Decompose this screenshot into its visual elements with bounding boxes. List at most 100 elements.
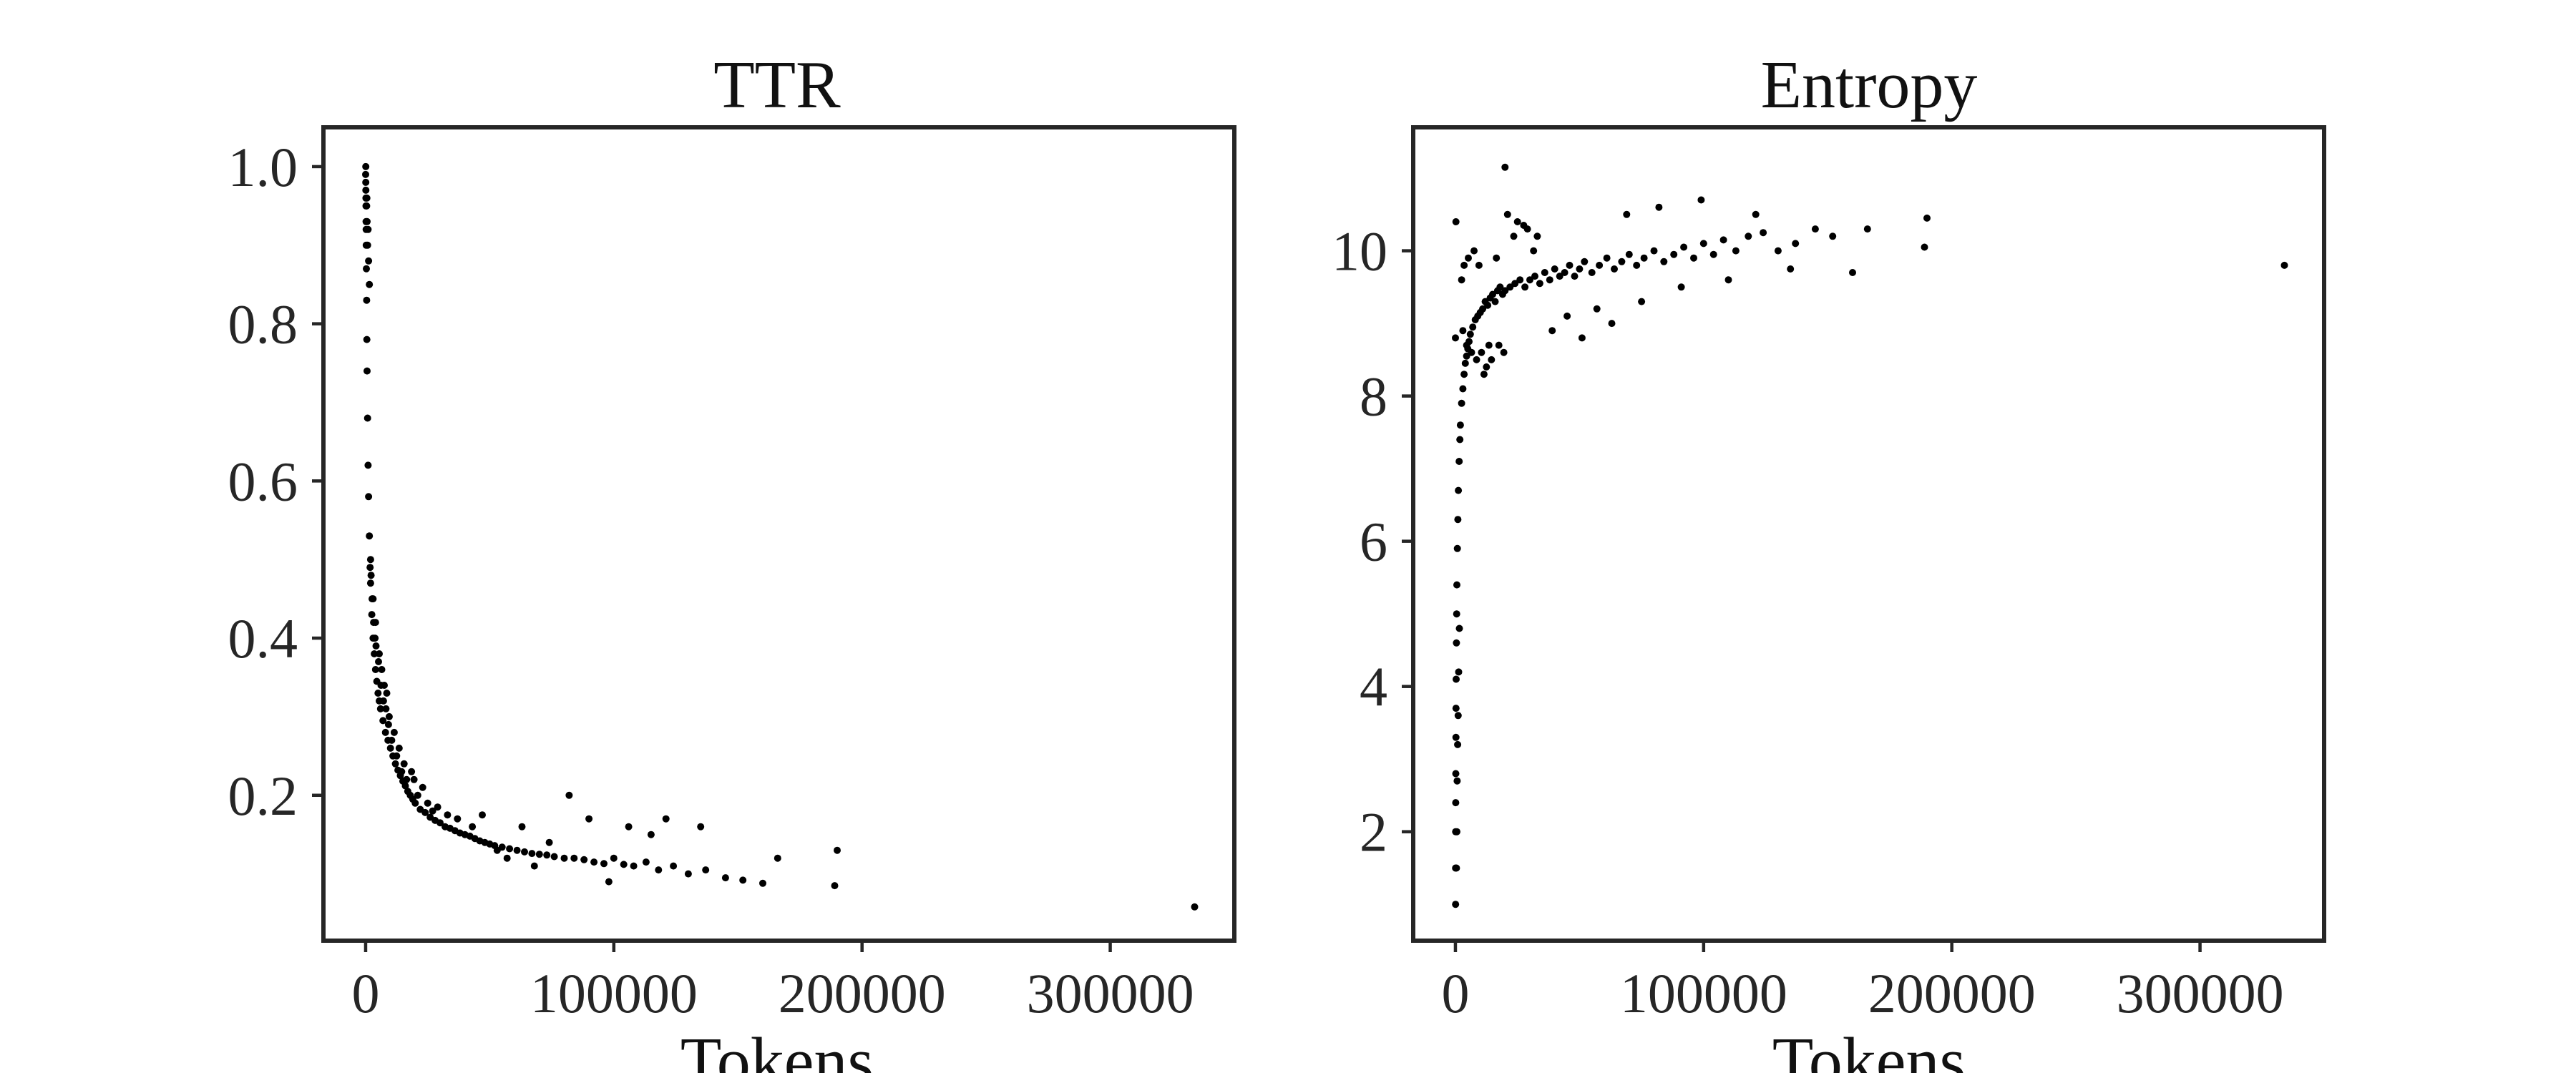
entropy-point bbox=[1485, 341, 1493, 349]
ttr-point bbox=[414, 791, 421, 799]
entropy-point bbox=[1458, 276, 1465, 284]
ttr-x-tick-label: 100000 bbox=[530, 962, 698, 1024]
entropy-point bbox=[1863, 225, 1871, 233]
ttr-point bbox=[390, 728, 398, 736]
ttr-point bbox=[385, 712, 393, 720]
ttr-point bbox=[388, 736, 396, 744]
entropy-point bbox=[1452, 705, 1460, 712]
entropy-panel: Entropy 0 100000 200000 300000 2 4 6 8 10 Token… bbox=[1332, 48, 2326, 1073]
ttr-point bbox=[372, 642, 380, 650]
ttr-point bbox=[384, 720, 392, 728]
entropy-point bbox=[1752, 210, 1760, 218]
entropy-point bbox=[1468, 348, 1475, 356]
ttr-point bbox=[759, 879, 766, 887]
ttr-point bbox=[535, 851, 543, 858]
entropy-point bbox=[1530, 247, 1538, 255]
ttr-point bbox=[391, 760, 399, 768]
ttr-point bbox=[662, 815, 670, 823]
entropy-point bbox=[1459, 385, 1467, 393]
ttr-point bbox=[565, 791, 573, 799]
entropy-point bbox=[1455, 624, 1463, 632]
entropy-point bbox=[1724, 276, 1732, 284]
entropy-point bbox=[1453, 864, 1460, 872]
ttr-point bbox=[364, 461, 372, 469]
entropy-point bbox=[1454, 712, 1462, 720]
ttr-point bbox=[620, 861, 628, 868]
entropy-point bbox=[1496, 283, 1504, 291]
entropy-point bbox=[1484, 301, 1492, 309]
entropy-point bbox=[1463, 352, 1470, 360]
ttr-point bbox=[364, 367, 371, 375]
entropy-point bbox=[1453, 581, 1460, 589]
ttr-point bbox=[393, 752, 401, 760]
entropy-point bbox=[1596, 261, 1604, 269]
ttr-point bbox=[585, 815, 593, 823]
ttr-point bbox=[367, 572, 375, 579]
entropy-point bbox=[1506, 283, 1514, 291]
entropy-point bbox=[1655, 203, 1663, 211]
entropy-point bbox=[1603, 254, 1611, 262]
entropy-point bbox=[1491, 298, 1499, 305]
entropy-point bbox=[1495, 341, 1503, 349]
entropy-point bbox=[1479, 305, 1487, 313]
ttr-point bbox=[386, 744, 394, 752]
entropy-point bbox=[1488, 356, 1496, 363]
ttr-point bbox=[697, 823, 705, 831]
entropy-point bbox=[1608, 320, 1616, 328]
entropy-point bbox=[1526, 276, 1533, 284]
ttr-point bbox=[419, 783, 426, 791]
entropy-point bbox=[1452, 770, 1460, 778]
entropy-point bbox=[1690, 254, 1697, 262]
ttr-point bbox=[365, 493, 373, 501]
entropy-point bbox=[1455, 668, 1463, 676]
entropy-point bbox=[1475, 261, 1483, 269]
ttr-point bbox=[444, 811, 452, 819]
ttr-point bbox=[410, 775, 418, 783]
entropy-point bbox=[1719, 236, 1727, 244]
ttr-point bbox=[381, 728, 389, 736]
ttr-point bbox=[365, 257, 373, 265]
ttr-point bbox=[630, 862, 638, 870]
ttr-point bbox=[503, 854, 511, 862]
entropy-point bbox=[1660, 258, 1668, 265]
ttr-point bbox=[530, 862, 538, 870]
ttr-point bbox=[560, 854, 568, 862]
entropy-point bbox=[1483, 363, 1491, 371]
ttr-point bbox=[400, 760, 408, 768]
entropy-point bbox=[1516, 276, 1524, 284]
entropy-point bbox=[1811, 225, 1819, 233]
ttr-point bbox=[739, 876, 747, 884]
ttr-point bbox=[518, 823, 526, 831]
entropy-point bbox=[1533, 232, 1541, 240]
ttr-x-tick-label: 0 bbox=[351, 962, 379, 1024]
ttr-point bbox=[366, 532, 374, 540]
entropy-point bbox=[1697, 196, 1705, 204]
ttr-point bbox=[363, 335, 371, 343]
entropy-point bbox=[1520, 222, 1528, 229]
entropy-point bbox=[1503, 210, 1511, 218]
ttr-point bbox=[366, 564, 374, 572]
entropy-point bbox=[1453, 639, 1460, 647]
entropy-point bbox=[1650, 247, 1658, 255]
ttr-point bbox=[363, 296, 371, 304]
ttr-x-tick-label: 200000 bbox=[779, 962, 946, 1024]
entropy-point bbox=[1923, 214, 1931, 222]
entropy-point bbox=[1566, 261, 1574, 269]
entropy-point bbox=[1581, 258, 1589, 265]
entropy-point bbox=[1478, 348, 1485, 356]
entropy-point bbox=[1787, 265, 1795, 273]
ttr-x-tick-label: 300000 bbox=[1027, 962, 1194, 1024]
entropy-point bbox=[1473, 356, 1480, 363]
entropy-point bbox=[1469, 323, 1477, 331]
entropy-x-axis-label: Tokens bbox=[1772, 1024, 1966, 1073]
ttr-point bbox=[1191, 903, 1199, 911]
ttr-point bbox=[363, 194, 371, 202]
ttr-point bbox=[421, 808, 429, 816]
ttr-point bbox=[670, 862, 678, 870]
entropy-y-tick-label: 2 bbox=[1360, 801, 1387, 863]
entropy-point bbox=[2280, 261, 2288, 269]
entropy-point bbox=[1745, 232, 1752, 240]
ttr-point bbox=[368, 611, 376, 619]
ttr-point bbox=[370, 619, 378, 627]
ttr-point bbox=[362, 178, 370, 186]
